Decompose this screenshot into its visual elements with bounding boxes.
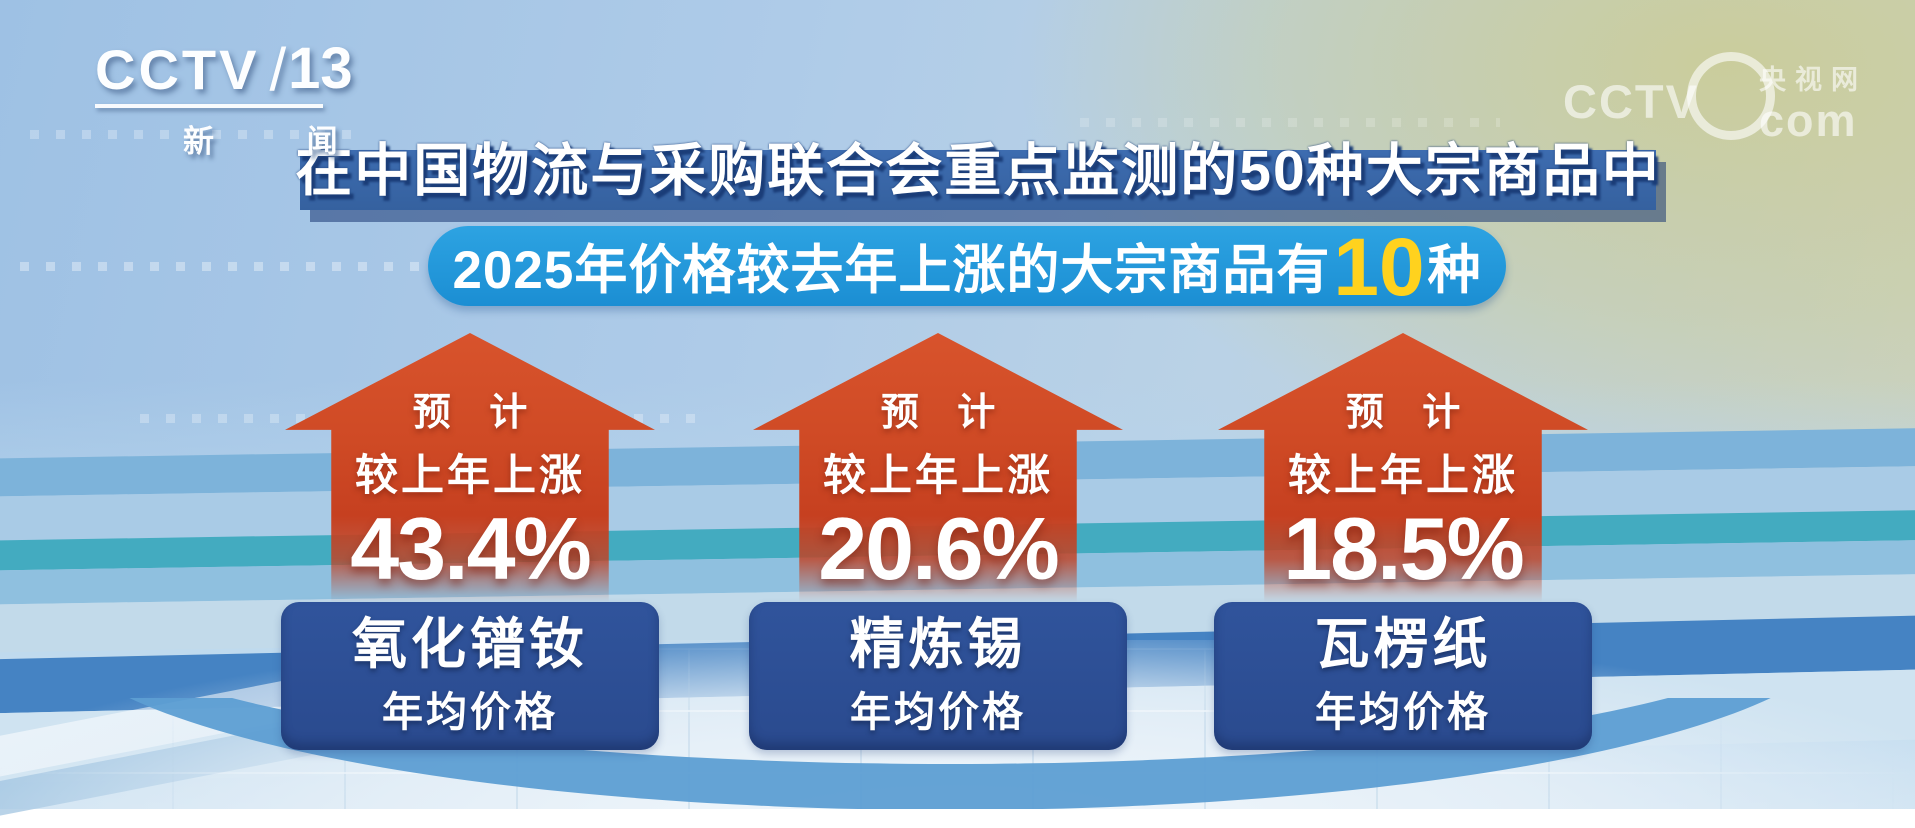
subheader-suffix: 种 xyxy=(1427,241,1482,300)
product-price-label: 年均价格 xyxy=(850,689,1026,736)
logo-divider-line xyxy=(95,104,323,108)
header-banner: 在中国物流与采购联合会重点监测的50种大宗商品中 xyxy=(295,139,1659,210)
product-name: 精炼锡 xyxy=(849,612,1027,675)
commodity-item: 预 计 较上年上涨 18.5% 瓦楞纸 年均价格 xyxy=(1214,333,1592,750)
product-price-label: 年均价格 xyxy=(382,689,558,736)
watermark-site-name: 央视网 xyxy=(1759,65,1867,95)
product-box: 精炼锡 年均价格 xyxy=(749,602,1127,750)
cctv13-logo: CCTV / 13 新 闻 xyxy=(95,40,380,161)
cctvcom-watermark: CCTV 央视网 com xyxy=(1563,52,1867,144)
product-name: 瓦楞纸 xyxy=(1314,612,1492,675)
channel-number: 13 xyxy=(288,36,353,101)
product-box: 瓦楞纸 年均价格 xyxy=(1214,602,1592,750)
subheader-count-highlight: 10 xyxy=(1333,222,1425,313)
product-box: 氧化镨钕 年均价格 xyxy=(281,602,659,750)
watermark-circle-icon xyxy=(1687,52,1775,140)
forecast-label: 预 计 xyxy=(880,392,1010,434)
cctv13-logo-row: CCTV / 13 xyxy=(95,36,380,103)
increase-value: 43.4% xyxy=(350,499,592,598)
increase-value: 18.5% xyxy=(1283,499,1525,598)
background-noise-dots xyxy=(20,262,740,271)
stage-ring-clip xyxy=(0,698,1915,809)
watermark-domain: com xyxy=(1759,95,1858,146)
watermark-cctv-text: CCTV xyxy=(1563,75,1699,128)
cctv-wordmark: CCTV xyxy=(95,38,260,101)
forecast-label: 预 计 xyxy=(412,392,542,434)
up-arrow-icon: 预 计 较上年上涨 43.4% xyxy=(285,333,655,602)
increase-value: 20.6% xyxy=(818,499,1060,598)
subheader-pill: 2025年价格较去年上涨的大宗商品有 10 种 xyxy=(428,222,1506,313)
up-arrow-icon: 预 计 较上年上涨 20.6% xyxy=(753,333,1123,602)
background-noise-dots xyxy=(1080,118,1500,127)
up-arrow-icon: 预 计 较上年上涨 18.5% xyxy=(1218,333,1588,602)
logo-slash: / xyxy=(269,36,287,103)
commodity-item: 预 计 较上年上涨 43.4% 氧化镨钕 年均价格 xyxy=(281,333,659,750)
subheader-prefix: 2025年价格较去年上涨的大宗商品有 xyxy=(452,241,1331,300)
forecast-label: 预 计 xyxy=(1345,392,1475,434)
forecast-sublabel: 较上年上涨 xyxy=(1288,452,1518,500)
channel-subtitle-news: 新 闻 xyxy=(183,124,380,159)
header-title: 在中国物流与采购联合会重点监测的50种大宗商品中 xyxy=(295,139,1661,203)
product-price-label: 年均价格 xyxy=(1315,689,1491,736)
forecast-sublabel: 较上年上涨 xyxy=(355,452,585,500)
watermark-right-column: 央视网 com xyxy=(1759,58,1867,144)
background-noise-dots xyxy=(30,130,360,139)
commodity-item: 预 计 较上年上涨 20.6% 精炼锡 年均价格 xyxy=(749,333,1127,750)
product-name: 氧化镨钕 xyxy=(351,612,588,675)
forecast-sublabel: 较上年上涨 xyxy=(823,452,1053,500)
